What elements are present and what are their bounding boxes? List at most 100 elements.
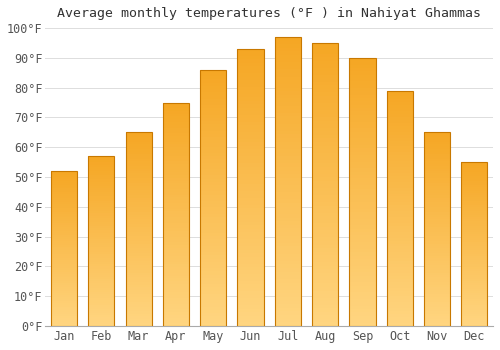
Bar xyxy=(275,131,301,134)
Bar xyxy=(386,91,413,326)
Bar xyxy=(424,304,450,307)
Bar xyxy=(424,236,450,239)
Bar xyxy=(462,312,487,314)
Bar xyxy=(312,322,338,326)
Bar xyxy=(424,258,450,260)
Bar xyxy=(51,270,77,272)
Bar xyxy=(312,177,338,181)
Bar xyxy=(275,275,301,279)
Bar xyxy=(312,149,338,153)
Bar xyxy=(163,278,189,281)
Bar xyxy=(275,181,301,185)
Bar xyxy=(350,189,376,192)
Bar xyxy=(200,159,226,163)
Bar xyxy=(312,146,338,149)
Bar xyxy=(126,164,152,166)
Bar xyxy=(386,255,413,258)
Bar xyxy=(88,243,115,245)
Bar xyxy=(88,313,115,315)
Bar xyxy=(238,73,264,77)
Bar xyxy=(424,183,450,186)
Bar xyxy=(238,302,264,305)
Bar xyxy=(386,211,413,214)
Bar xyxy=(238,218,264,222)
Bar xyxy=(51,304,77,307)
Bar xyxy=(200,134,226,137)
Bar xyxy=(275,73,301,77)
Bar xyxy=(51,299,77,301)
Bar xyxy=(275,95,301,98)
Bar xyxy=(386,288,413,290)
Bar xyxy=(126,149,152,152)
Bar xyxy=(238,309,264,312)
Bar xyxy=(424,193,450,195)
Bar xyxy=(312,312,338,315)
Bar xyxy=(238,288,264,291)
Bar xyxy=(200,163,226,166)
Bar xyxy=(163,158,189,161)
Bar xyxy=(163,119,189,122)
Bar xyxy=(462,162,487,164)
Bar xyxy=(275,279,301,282)
Bar xyxy=(350,145,376,148)
Bar xyxy=(424,263,450,265)
Bar xyxy=(51,254,77,256)
Bar xyxy=(200,316,226,320)
Bar xyxy=(424,270,450,273)
Bar xyxy=(200,310,226,313)
Bar xyxy=(126,227,152,229)
Bar xyxy=(462,299,487,301)
Bar xyxy=(350,162,376,165)
Bar xyxy=(424,244,450,246)
Bar xyxy=(462,166,487,168)
Bar xyxy=(51,216,77,217)
Bar xyxy=(424,275,450,278)
Bar xyxy=(424,198,450,200)
Bar xyxy=(88,196,115,198)
Bar xyxy=(51,221,77,223)
Bar xyxy=(238,181,264,184)
Bar xyxy=(51,281,77,283)
Bar xyxy=(88,315,115,317)
Bar xyxy=(238,156,264,160)
Bar xyxy=(88,322,115,324)
Bar xyxy=(424,154,450,156)
Bar xyxy=(312,308,338,312)
Bar xyxy=(350,68,376,71)
Bar xyxy=(238,77,264,80)
Bar xyxy=(350,58,376,61)
Bar xyxy=(462,306,487,307)
Bar xyxy=(312,107,338,110)
Bar xyxy=(51,214,77,216)
Bar xyxy=(126,294,152,297)
Bar xyxy=(424,178,450,181)
Bar xyxy=(424,294,450,297)
Bar xyxy=(88,324,115,326)
Bar xyxy=(163,206,189,209)
Bar xyxy=(238,115,264,118)
Bar xyxy=(312,163,338,167)
Bar xyxy=(88,207,115,209)
Bar xyxy=(386,144,413,147)
Bar xyxy=(312,319,338,322)
Bar xyxy=(386,147,413,149)
Bar xyxy=(462,297,487,299)
Bar xyxy=(462,246,487,248)
Bar xyxy=(312,262,338,266)
Bar xyxy=(386,164,413,167)
Bar xyxy=(350,259,376,262)
Bar xyxy=(350,61,376,64)
Bar xyxy=(163,142,189,145)
Bar xyxy=(275,229,301,232)
Bar xyxy=(462,238,487,240)
Bar xyxy=(238,49,264,326)
Bar xyxy=(163,203,189,206)
Bar xyxy=(126,137,152,140)
Bar xyxy=(424,132,450,326)
Bar xyxy=(275,185,301,189)
Bar xyxy=(312,195,338,198)
Bar xyxy=(88,192,115,194)
Bar xyxy=(350,269,376,272)
Bar xyxy=(51,243,77,245)
Bar xyxy=(386,226,413,229)
